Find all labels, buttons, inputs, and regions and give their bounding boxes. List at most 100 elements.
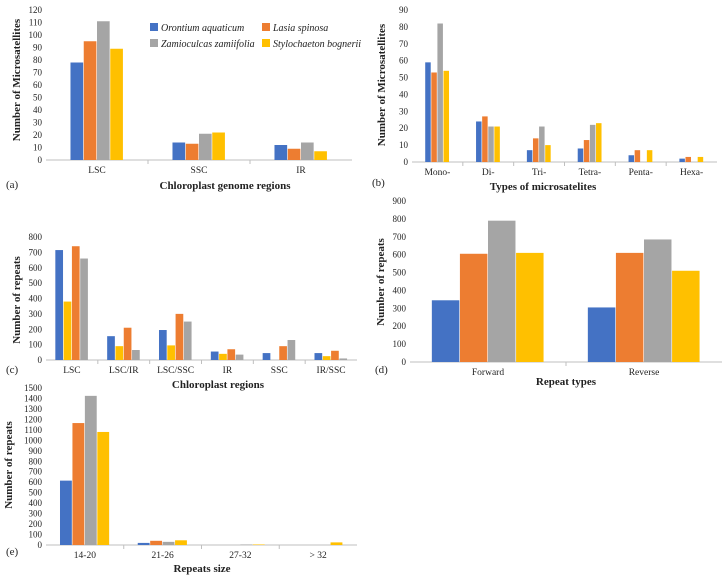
bar-d-Forward-0 bbox=[431, 300, 460, 362]
legend: Orontium aquaticum Lasia spinosa Zamiocu… bbox=[150, 23, 361, 50]
bar-d-Reverse-0 bbox=[587, 307, 616, 362]
ytick-e: 400 bbox=[29, 498, 43, 508]
ytick-a: 30 bbox=[33, 118, 43, 128]
bar-e-1420-0 bbox=[59, 480, 72, 545]
bar-e-2732-3 bbox=[252, 544, 265, 545]
bar-a-IR-2 bbox=[301, 142, 314, 160]
bar-b-Hexa-1 bbox=[685, 156, 691, 162]
bar-c-SSC-3 bbox=[287, 340, 296, 360]
xtick-label-b: Hexa- bbox=[680, 168, 703, 178]
bar-b-Tri-3 bbox=[545, 145, 551, 162]
bar-a-SSC-1 bbox=[185, 143, 199, 160]
ytick-d: 700 bbox=[393, 232, 407, 242]
bar-b-Tetra-0 bbox=[577, 148, 584, 162]
legend-label-zamioculcas: Zamioculcas zamiifolia bbox=[161, 39, 255, 50]
xtick-label-e: 14-20 bbox=[74, 551, 96, 561]
ytick-a: 120 bbox=[29, 5, 43, 15]
ytick-b: 50 bbox=[399, 73, 409, 83]
xtick-label-b: Tetra- bbox=[579, 168, 602, 178]
bar-a-LSC-0 bbox=[70, 62, 84, 160]
panel-label-d: (d) bbox=[375, 364, 388, 376]
plot-area-a: 0 10 20 30 40 50 60 70 80 90 100 110 120 LSC SSC IR bbox=[29, 5, 352, 176]
ytick-c: 200 bbox=[29, 324, 43, 334]
xtick-label-d: Reverse bbox=[629, 368, 660, 378]
bar-d-Forward-3 bbox=[516, 252, 544, 362]
chart-panel-a: 0 10 20 30 40 50 60 70 80 90 100 110 120 LSC SSC IR Num… bbox=[6, 5, 361, 192]
ytick-e: 1000 bbox=[24, 435, 43, 445]
ytick-c: 100 bbox=[29, 340, 43, 350]
bar-c-LSCSSC-3 bbox=[183, 321, 192, 360]
bar-c-LSC-1 bbox=[63, 301, 72, 360]
ytick-e: 1300 bbox=[24, 404, 43, 414]
bar-a-SSC-3 bbox=[212, 132, 225, 160]
ytick-d: 100 bbox=[393, 339, 407, 349]
ytick-c: 600 bbox=[29, 263, 43, 273]
xtick-label-e: > 32 bbox=[310, 551, 327, 561]
legend-swatch-stylochaeton bbox=[262, 39, 270, 47]
xtick-label-b: Tri- bbox=[532, 168, 546, 178]
plot-area-b: 0 10 20 30 40 50 60 70 80 90 Mono- Di- Tri- Tetra- Pen… bbox=[399, 5, 717, 178]
bar-b-Tri-2 bbox=[539, 126, 545, 162]
ytick-a: 50 bbox=[33, 93, 43, 103]
ytick-c: 800 bbox=[29, 232, 43, 242]
ytick-b: 30 bbox=[399, 106, 409, 116]
bar-a-IR-0 bbox=[274, 145, 288, 160]
ylabel-b: Number of Microsatellites bbox=[376, 23, 388, 146]
ytick-d: 300 bbox=[393, 303, 407, 313]
bar-b-Mono-1 bbox=[431, 72, 437, 162]
xlabel-e: Repeats size bbox=[173, 563, 230, 575]
bar-d-Reverse-1 bbox=[615, 252, 644, 362]
ytick-b: 70 bbox=[399, 39, 409, 49]
ytick-b: 10 bbox=[399, 140, 409, 150]
bar-b-Hexa-0 bbox=[679, 158, 685, 162]
bar-a-IR-3 bbox=[314, 151, 327, 160]
legend-swatch-zamioculcas bbox=[150, 39, 158, 47]
bar-b-Tri-1 bbox=[532, 138, 539, 162]
ytick-e: 900 bbox=[29, 446, 43, 456]
ylabel-a: Number of Microsatellites bbox=[11, 18, 23, 141]
bar-d-Forward-2 bbox=[488, 220, 516, 362]
xtick-label-c: LSC/IR bbox=[109, 366, 139, 376]
ytick-a: 20 bbox=[33, 130, 43, 140]
ylabel-c: Number of repeats bbox=[11, 255, 23, 343]
ylabel-d: Number of repeats bbox=[375, 237, 387, 325]
ytick-b: 0 bbox=[404, 157, 409, 167]
bar-c-SSC-2 bbox=[279, 346, 287, 360]
bar-c-LSC-0 bbox=[55, 250, 64, 360]
bar-e-2126-0 bbox=[137, 542, 150, 545]
ytick-d: 800 bbox=[393, 214, 407, 224]
xtick-label-a: LSC bbox=[88, 166, 105, 176]
xtick-label-e: 27-32 bbox=[229, 551, 251, 561]
bar-a-IR-1 bbox=[287, 148, 301, 160]
bar-b-Mono-0 bbox=[425, 62, 431, 162]
chart-panel-c: 0 100 200 300 400 500 600 700 800 LSC LSC/IR LSC/SS… bbox=[6, 232, 357, 391]
ytick-a: 70 bbox=[33, 68, 43, 78]
chart-panel-b: 0 10 20 30 40 50 60 70 80 90 Mono- Di- Tri- Tetra- Pen… bbox=[372, 5, 717, 193]
plot-area-d: 0 100 200 300 400 500 600 700 800 900 Forward Rever… bbox=[393, 196, 722, 378]
bar-a-LSC-2 bbox=[97, 21, 110, 160]
xlabel-d: Repeat types bbox=[536, 376, 597, 388]
bar-e-2126-3 bbox=[175, 540, 187, 545]
ytick-e: 1500 bbox=[24, 383, 43, 393]
ytick-d: 900 bbox=[393, 196, 407, 206]
xtick-label-e: 21-26 bbox=[152, 551, 174, 561]
bar-b-Penta-0 bbox=[628, 155, 635, 162]
xtick-label-c: LSC/SSC bbox=[157, 366, 194, 376]
bar-b-Di-2 bbox=[488, 126, 494, 162]
bar-e-1420-3 bbox=[97, 431, 110, 545]
plot-area-e: 0100200300400500600700800900100011001200… bbox=[24, 383, 357, 561]
ytick-d: 400 bbox=[393, 285, 407, 295]
ytick-d: 200 bbox=[393, 321, 407, 331]
bar-c-LSCIR-3 bbox=[132, 350, 140, 360]
legend-label-lasia: Lasia spinosa bbox=[272, 23, 328, 34]
bar-e-1420-1 bbox=[72, 423, 85, 545]
legend-swatch-orontium bbox=[150, 23, 158, 31]
bar-c-LSCIR-0 bbox=[107, 336, 115, 360]
ytick-a: 0 bbox=[38, 155, 43, 165]
bar-b-Tetra-3 bbox=[596, 123, 602, 162]
ytick-e: 500 bbox=[29, 488, 43, 498]
ytick-b: 60 bbox=[399, 56, 409, 66]
bar-e-1420-2 bbox=[84, 395, 97, 545]
xtick-label-c: IR/SSC bbox=[317, 366, 346, 376]
